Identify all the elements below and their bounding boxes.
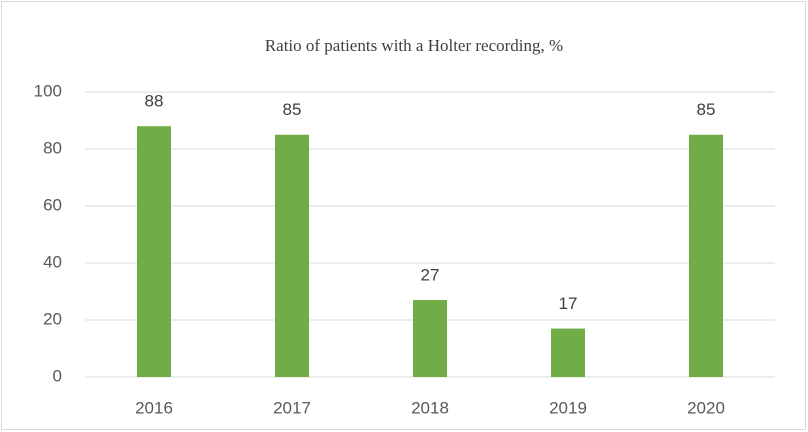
y-tick-label: 60 (43, 195, 62, 214)
bar (689, 134, 723, 377)
bar (551, 328, 585, 377)
y-tick-label: 100 (34, 81, 62, 100)
bar (413, 300, 447, 377)
y-tick-label: 40 (43, 252, 62, 271)
data-label: 85 (283, 100, 302, 119)
bar (275, 134, 309, 377)
chart-title: Ratio of patients with a Holter recordin… (265, 36, 563, 55)
y-tick-label: 0 (53, 366, 62, 385)
data-label: 88 (145, 92, 164, 111)
x-tick-label: 2017 (273, 398, 311, 417)
data-label: 17 (559, 294, 578, 313)
y-tick-label: 80 (43, 138, 62, 157)
data-label: 27 (421, 266, 440, 285)
data-label: 85 (697, 100, 716, 119)
x-tick-label: 2016 (135, 398, 173, 417)
x-tick-label: 2019 (549, 398, 587, 417)
x-tick-label: 2020 (687, 398, 725, 417)
x-tick-label: 2018 (411, 398, 449, 417)
y-tick-label: 20 (43, 309, 62, 328)
bar (137, 126, 171, 377)
